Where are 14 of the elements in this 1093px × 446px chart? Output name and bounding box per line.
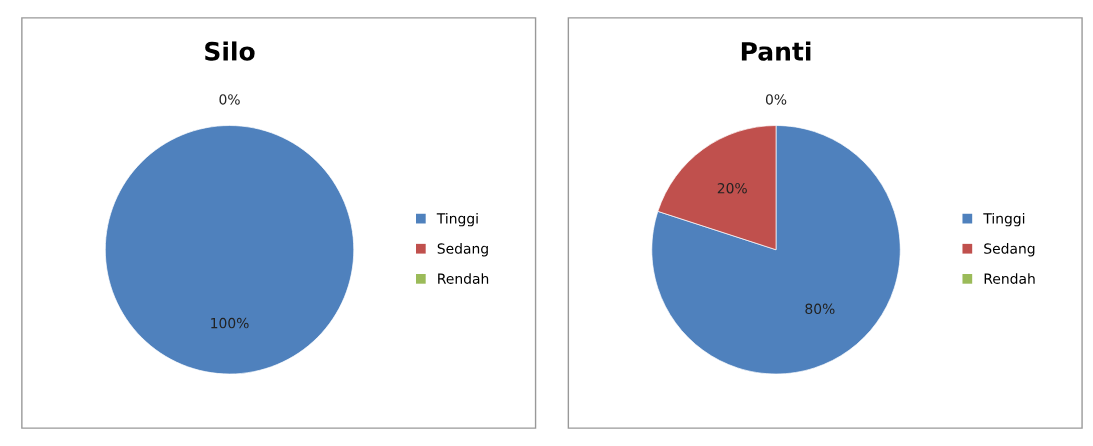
data-label: 20% xyxy=(717,182,747,194)
data-label: 80% xyxy=(805,303,835,315)
legend-label: Tinggi xyxy=(983,212,1025,227)
legend-label: Sedang xyxy=(984,243,1035,257)
legend-label: Rendah xyxy=(438,273,489,284)
legend-label: Tinggi xyxy=(436,212,478,227)
chart-title: Silo xyxy=(205,41,255,61)
text: 0% xyxy=(219,94,240,105)
text: 0% xyxy=(765,94,787,105)
data-label: 100% xyxy=(211,317,249,329)
chart-title: Panti xyxy=(741,41,811,61)
pie-slice xyxy=(651,125,901,375)
legend-label: Rendah xyxy=(984,273,1035,284)
legend-label: Sedang xyxy=(437,243,488,257)
